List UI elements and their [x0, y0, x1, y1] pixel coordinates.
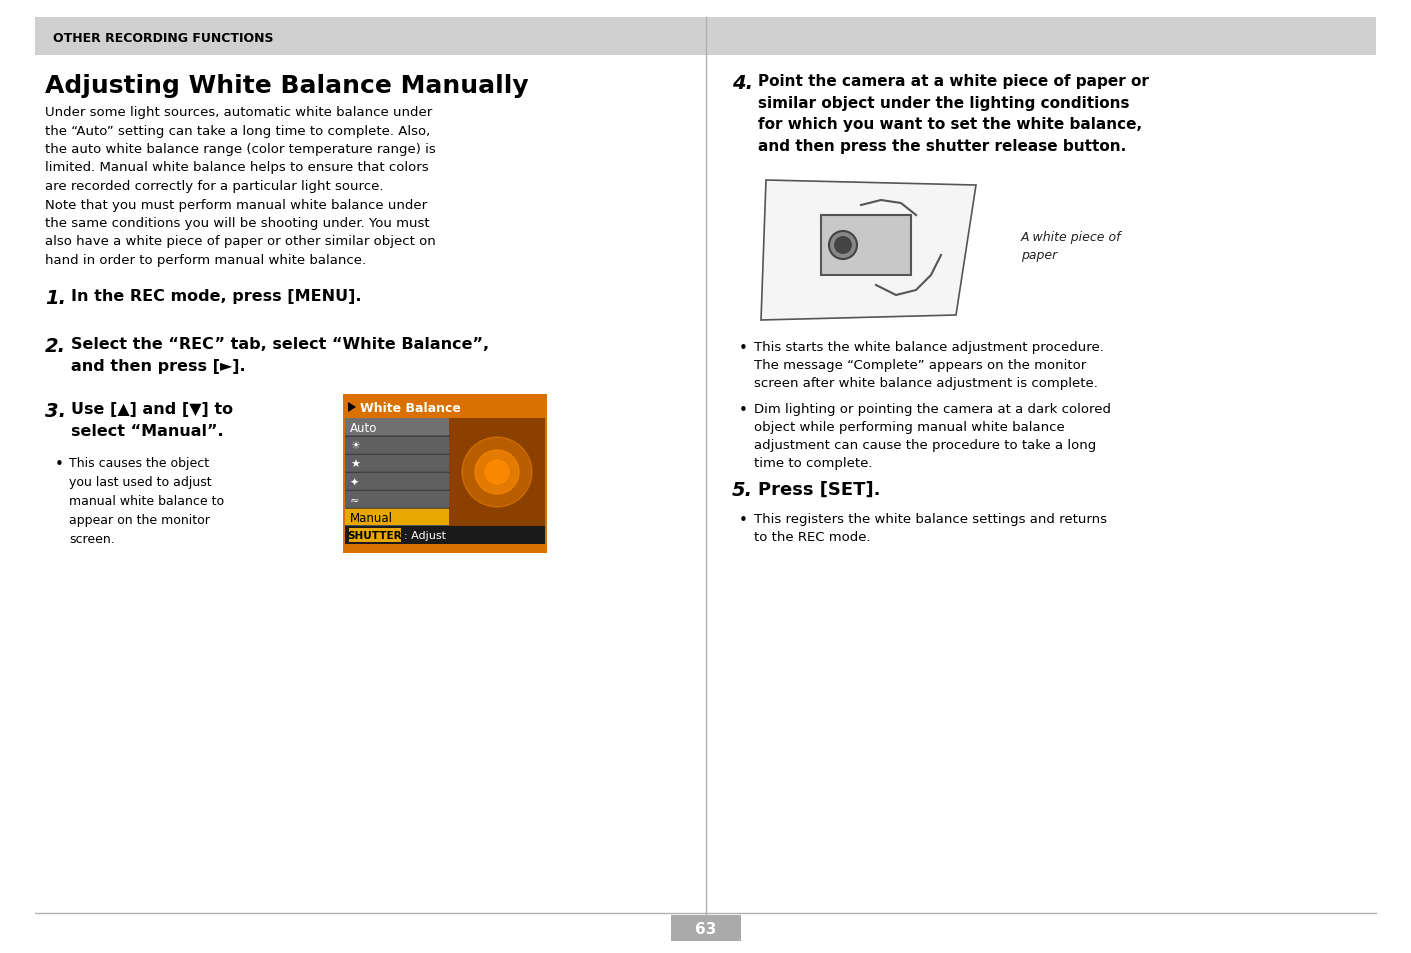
Text: Point the camera at a white piece of paper or
similar object under the lighting : Point the camera at a white piece of pap…	[758, 74, 1149, 153]
Bar	[346, 473, 449, 490]
Text: Dim lighting or pointing the camera at a dark colored
object while performing ma: Dim lighting or pointing the camera at a…	[753, 402, 1110, 470]
Text: Select the “REC” tab, select “White Balance”,: Select the “REC” tab, select “White Bala…	[71, 336, 490, 352]
Text: SHUTTER: SHUTTER	[347, 531, 402, 541]
Bar	[346, 509, 449, 525]
Text: Under some light sources, automatic white balance under
the “Auto” setting can t: Under some light sources, automatic whit…	[45, 106, 436, 267]
Text: 5.: 5.	[732, 480, 753, 499]
Circle shape	[461, 437, 532, 507]
Text: In the REC mode, press [MENU].: In the REC mode, press [MENU].	[71, 289, 361, 304]
Circle shape	[476, 451, 519, 495]
Bar	[346, 491, 449, 507]
Text: Press [SET].: Press [SET].	[758, 480, 880, 498]
Text: ✦: ✦	[350, 477, 360, 487]
Text: Auto: Auto	[350, 421, 377, 435]
Text: ★: ★	[350, 459, 360, 469]
Bar	[449, 418, 545, 526]
Polygon shape	[761, 181, 976, 320]
Text: Use [▲] and [▼] to: Use [▲] and [▼] to	[71, 401, 233, 416]
Text: This causes the object
you last used to adjust
manual white balance to
appear on: This causes the object you last used to …	[69, 456, 224, 545]
Text: Manual: Manual	[350, 512, 394, 524]
Bar	[343, 395, 547, 554]
Text: 4.: 4.	[732, 74, 753, 92]
Bar	[35, 18, 1376, 56]
Bar	[346, 418, 545, 526]
Text: This registers the white balance settings and returns
to the REC mode.: This registers the white balance setting…	[753, 513, 1108, 543]
Text: OTHER RECORDING FUNCTIONS: OTHER RECORDING FUNCTIONS	[54, 31, 274, 45]
Bar	[349, 529, 401, 542]
Text: 63: 63	[694, 922, 717, 937]
Text: •: •	[739, 340, 748, 355]
Text: ≈: ≈	[350, 495, 360, 505]
Text: and then press [►].: and then press [►].	[71, 358, 246, 374]
Bar	[821, 215, 912, 275]
Circle shape	[830, 232, 856, 260]
Bar	[346, 436, 449, 454]
Polygon shape	[349, 402, 356, 413]
Text: •: •	[55, 456, 63, 472]
Text: White Balance: White Balance	[360, 402, 461, 416]
Text: A white piece of
paper: A white piece of paper	[1022, 231, 1122, 262]
Text: ☀: ☀	[350, 441, 360, 451]
Text: 3.: 3.	[45, 401, 66, 420]
Text: •: •	[739, 402, 748, 417]
Bar	[346, 418, 449, 436]
Circle shape	[834, 236, 852, 254]
Bar	[346, 455, 449, 472]
Bar	[670, 915, 741, 941]
Text: •: •	[739, 513, 748, 527]
Text: This starts the white balance adjustment procedure.
The message “Complete” appea: This starts the white balance adjustment…	[753, 340, 1103, 390]
Text: select “Manual”.: select “Manual”.	[71, 423, 223, 438]
Text: 2.: 2.	[45, 336, 66, 355]
Bar	[346, 526, 545, 544]
Text: Adjusting White Balance Manually: Adjusting White Balance Manually	[45, 74, 529, 98]
Text: : Adjust: : Adjust	[404, 531, 446, 541]
Circle shape	[485, 460, 509, 484]
Text: 1.: 1.	[45, 289, 66, 308]
Bar	[346, 396, 545, 418]
